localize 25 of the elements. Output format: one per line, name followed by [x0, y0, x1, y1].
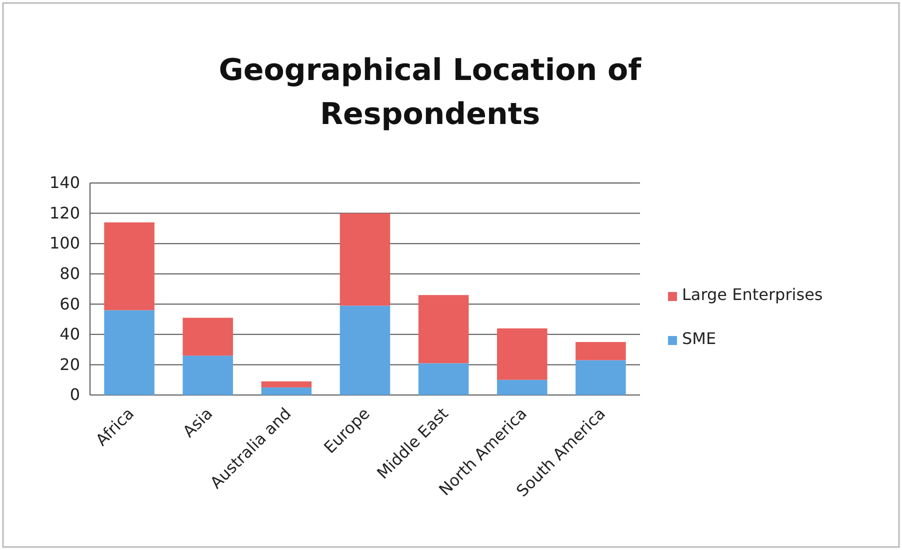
legend-label: SME	[682, 329, 716, 348]
bar	[182, 356, 233, 395]
bar	[340, 306, 390, 395]
chart-title: Geographical Location of Respondents	[218, 53, 642, 132]
y-tick-label: 120	[49, 203, 80, 222]
legend-label: Large Enterprises	[682, 285, 823, 304]
bar	[104, 310, 154, 395]
y-tick-label: 80	[60, 264, 80, 283]
y-tick-label: 20	[60, 354, 80, 374]
bar	[340, 213, 390, 306]
bar	[104, 222, 154, 310]
y-tick-label: 100	[49, 234, 80, 253]
bar	[418, 295, 469, 364]
bar	[576, 360, 626, 395]
y-tick-label: 140	[49, 173, 80, 192]
bar	[182, 318, 233, 356]
y-tick-label: 60	[60, 294, 80, 314]
y-tick-label: 0	[70, 385, 80, 404]
bar	[418, 363, 469, 395]
bar	[497, 380, 548, 395]
bar	[261, 381, 312, 388]
y-tick-label: 40	[60, 324, 80, 344]
bar	[261, 387, 312, 395]
bar	[497, 328, 548, 380]
bar	[576, 342, 626, 360]
